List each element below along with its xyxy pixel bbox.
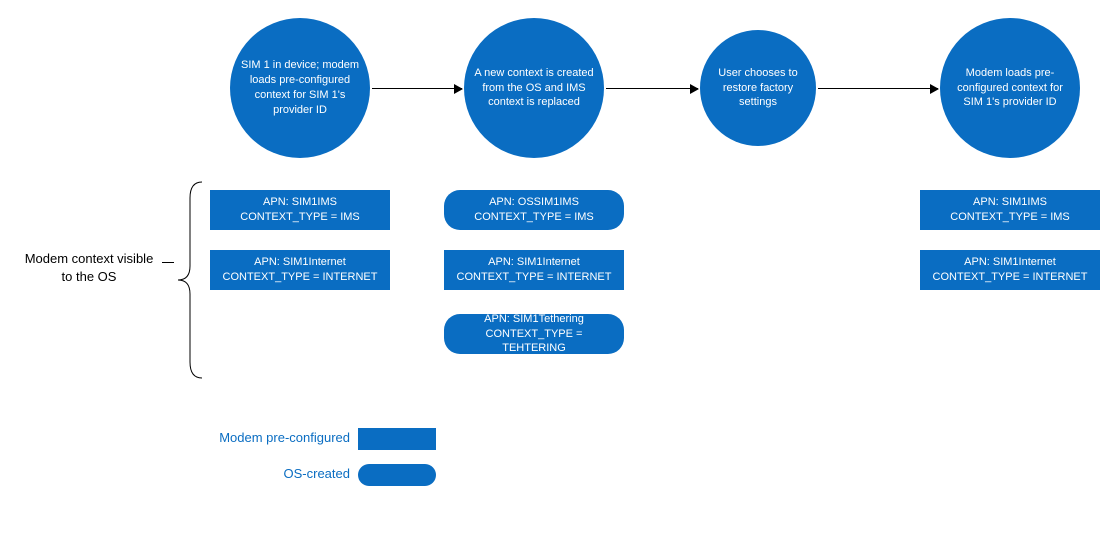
context-box: APN: SIM1InternetCONTEXT_TYPE = INTERNET [210, 250, 390, 290]
brace-icon [172, 180, 212, 380]
context-box: APN: SIM1TetheringCONTEXT_TYPE = TEHTERI… [444, 314, 624, 354]
box-line1: APN: SIM1Tethering [484, 312, 584, 327]
arrow-1-2 [372, 88, 462, 89]
context-box: APN: SIM1InternetCONTEXT_TYPE = INTERNET [920, 250, 1100, 290]
side-label-line1: Modem context visible [25, 251, 154, 266]
box-line2: CONTEXT_TYPE = IMS [240, 210, 360, 225]
box-line1: APN: SIM1IMS [263, 195, 337, 210]
side-label-line2: to the OS [62, 269, 117, 284]
context-box: APN: SIM1IMSCONTEXT_TYPE = IMS [920, 190, 1100, 230]
box-line1: APN: SIM1Internet [964, 255, 1056, 270]
box-line2: CONTEXT_TYPE = INTERNET [223, 270, 378, 285]
box-line2: CONTEXT_TYPE = INTERNET [457, 270, 612, 285]
box-line2: CONTEXT_TYPE = INTERNET [933, 270, 1088, 285]
arrow-2-3 [606, 88, 698, 89]
brace-tick [162, 262, 174, 263]
context-box: APN: OSSIM1IMSCONTEXT_TYPE = IMS [444, 190, 624, 230]
legend-swatch-oscreated [358, 464, 436, 486]
legend-swatch-preconfigured [358, 428, 436, 450]
box-line1: APN: SIM1Internet [254, 255, 346, 270]
box-line2: CONTEXT_TYPE = IMS [950, 210, 1070, 225]
legend-label-oscreated: OS-created [200, 466, 350, 481]
flow-step-1: SIM 1 in device; modem loads pre-configu… [230, 18, 370, 158]
box-line1: APN: SIM1IMS [973, 195, 1047, 210]
box-line2: CONTEXT_TYPE = IMS [474, 210, 594, 225]
flow-step-3: User chooses to restore factory settings [700, 30, 816, 146]
context-box: APN: SIM1IMSCONTEXT_TYPE = IMS [210, 190, 390, 230]
context-box: APN: SIM1InternetCONTEXT_TYPE = INTERNET [444, 250, 624, 290]
legend-label-preconfigured: Modem pre-configured [200, 430, 350, 445]
box-line2: CONTEXT_TYPE = TEHTERING [454, 327, 614, 357]
flow-step-2: A new context is created from the OS and… [464, 18, 604, 158]
box-line1: APN: SIM1Internet [488, 255, 580, 270]
arrow-3-4 [818, 88, 938, 89]
flow-step-4: Modem loads pre-configured context for S… [940, 18, 1080, 158]
box-line1: APN: OSSIM1IMS [489, 195, 579, 210]
side-label: Modem context visible to the OS [14, 250, 164, 286]
